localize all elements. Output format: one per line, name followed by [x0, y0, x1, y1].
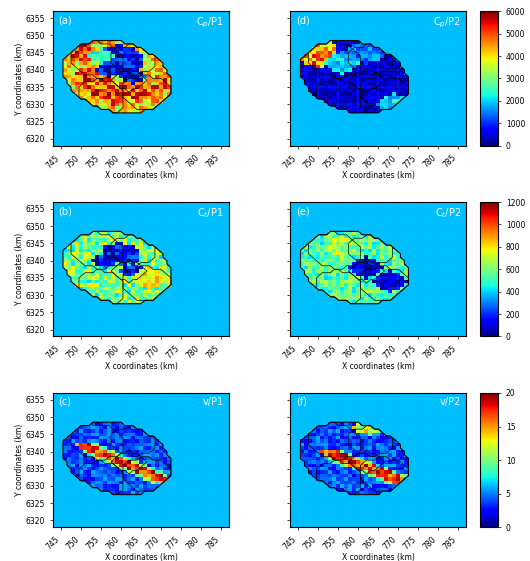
Text: C$_t$/P1: C$_t$/P1 — [197, 206, 224, 220]
X-axis label: X coordinates (km): X coordinates (km) — [342, 171, 415, 180]
X-axis label: X coordinates (km): X coordinates (km) — [104, 171, 178, 180]
X-axis label: X coordinates (km): X coordinates (km) — [104, 362, 178, 371]
X-axis label: X coordinates (km): X coordinates (km) — [342, 362, 415, 371]
Text: (e): (e) — [296, 206, 310, 216]
Text: C$_p$/P1: C$_p$/P1 — [196, 15, 224, 30]
Text: (b): (b) — [58, 206, 72, 216]
Text: v/P2: v/P2 — [440, 397, 461, 407]
Text: (c): (c) — [58, 397, 71, 407]
Text: C$_t$/P2: C$_t$/P2 — [435, 206, 461, 220]
Text: v/P1: v/P1 — [202, 397, 224, 407]
X-axis label: X coordinates (km): X coordinates (km) — [104, 553, 178, 561]
X-axis label: X coordinates (km): X coordinates (km) — [342, 553, 415, 561]
Y-axis label: Y coordinates (km): Y coordinates (km) — [15, 42, 24, 114]
Y-axis label: Y coordinates (km): Y coordinates (km) — [15, 233, 24, 305]
Y-axis label: Y coordinates (km): Y coordinates (km) — [15, 424, 24, 496]
Text: (a): (a) — [58, 15, 72, 25]
Text: (d): (d) — [296, 15, 310, 25]
Text: C$_p$/P2: C$_p$/P2 — [433, 15, 461, 30]
Text: (f): (f) — [296, 397, 307, 407]
